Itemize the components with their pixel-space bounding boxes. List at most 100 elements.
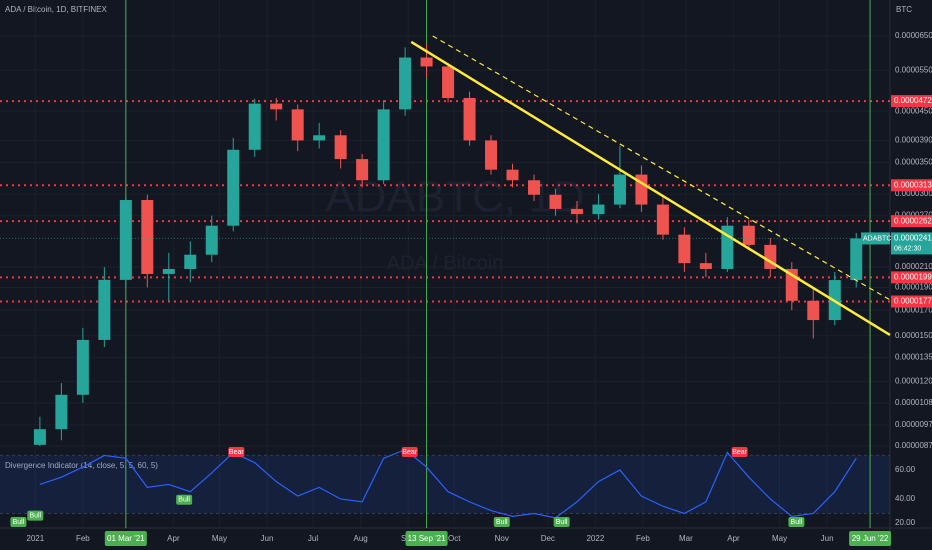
marker-label: 01 Mar '21 — [107, 534, 145, 543]
marker-label: 29 Jun '22 — [852, 534, 889, 543]
x-tick-label: Aug — [353, 534, 367, 543]
candle-body — [656, 204, 669, 235]
candle-body — [678, 234, 691, 264]
candle-body — [55, 394, 68, 430]
y-axis-label: BTC — [896, 5, 912, 14]
x-tick-label: Feb — [636, 534, 650, 543]
candle-body — [248, 103, 261, 150]
candle-body — [420, 57, 433, 67]
candle-body — [291, 109, 304, 141]
candle-body — [356, 159, 369, 181]
x-tick-label: 2022 — [586, 534, 604, 543]
x-tick-label: Apr — [727, 534, 740, 543]
candle-body — [807, 300, 820, 321]
level-label: 0.00002628 — [894, 216, 932, 225]
candle-body — [850, 238, 863, 281]
indicator-tick-label: 40.00 — [895, 494, 916, 503]
x-tick-label: Oct — [448, 534, 461, 543]
trendline — [432, 35, 891, 301]
last-price-countdown: 06:42:30 — [894, 245, 921, 252]
candle-body — [313, 135, 326, 141]
divergence-label: Bull — [556, 519, 568, 526]
marker-label-bg — [104, 531, 147, 546]
divergence-badge — [731, 447, 748, 457]
divergence-badge — [27, 510, 44, 521]
candle-body — [613, 174, 626, 205]
candle-body — [270, 103, 283, 110]
candle-body — [141, 200, 154, 274]
last-price-label: 0.00002415 — [894, 234, 932, 243]
candle-body — [463, 97, 476, 141]
level-label: 0.00004727 — [894, 96, 932, 105]
divergence-label: Bull — [29, 513, 41, 520]
watermark: ADABTC, 1D — [325, 173, 584, 222]
x-tick-label: Jul — [308, 534, 318, 543]
marker-label: 13 Sep '21 — [408, 534, 447, 543]
x-tick-label: May — [212, 534, 227, 543]
level-label: 0.00001774 — [894, 297, 932, 306]
level-label-bg — [891, 95, 932, 108]
x-tick-label: Jun — [821, 534, 834, 543]
indicator-line — [39, 448, 857, 519]
divergence-badge — [788, 517, 805, 527]
marker-label-bg — [849, 531, 892, 546]
candle-body — [528, 180, 540, 195]
level-label: 0.00001996 — [894, 272, 932, 281]
candle-body — [76, 339, 89, 395]
candle-body — [592, 204, 605, 215]
divergence-badge — [176, 494, 193, 505]
last-price-name-bg — [861, 232, 890, 245]
x-tick-label: 2021 — [26, 534, 44, 543]
x-tick-label: Apr — [167, 534, 180, 543]
candle-body — [334, 135, 347, 160]
divergence-badge — [553, 517, 570, 527]
divergence-label: Bear — [732, 449, 747, 456]
indicator-band — [0, 455, 890, 514]
candle-body — [98, 279, 111, 340]
indicator-tick-label: 20.00 — [895, 518, 916, 527]
y-tick-label: 0.00000875 — [895, 441, 932, 450]
level-label-bg — [891, 295, 932, 308]
candle-body — [162, 268, 175, 274]
last-price-name: ADABTC — [863, 235, 891, 242]
level-label: 0.00003132 — [894, 180, 932, 189]
divergence-label: Bear — [229, 449, 244, 456]
divergence-label: Bull — [13, 519, 25, 526]
x-tick-label: Jun — [261, 534, 274, 543]
marker-label-bg — [405, 531, 448, 546]
level-label-bg — [891, 215, 932, 228]
candle-body — [549, 194, 562, 209]
divergence-badge — [228, 447, 245, 457]
trendline — [410, 40, 891, 337]
x-tick-label: Dec — [541, 534, 555, 543]
x-tick-label: Nov — [495, 534, 509, 543]
candle-body — [699, 263, 712, 269]
candle-body — [399, 57, 412, 110]
divergence-label: Bull — [791, 519, 803, 526]
x-tick-label: Mar — [679, 534, 693, 543]
divergence-label: Bull — [496, 519, 508, 526]
chart-title: ADA / Bitcoin, 1D, BITFINEX — [5, 5, 107, 14]
x-tick-label: May — [772, 534, 787, 543]
candle-body — [485, 140, 498, 170]
divergence-badge — [10, 517, 27, 527]
x-tick-label: Feb — [76, 534, 90, 543]
candle-body — [227, 149, 240, 226]
candle-body — [506, 169, 519, 181]
candle-body — [119, 200, 132, 280]
candle-body — [205, 225, 218, 255]
candle-body — [33, 429, 46, 445]
